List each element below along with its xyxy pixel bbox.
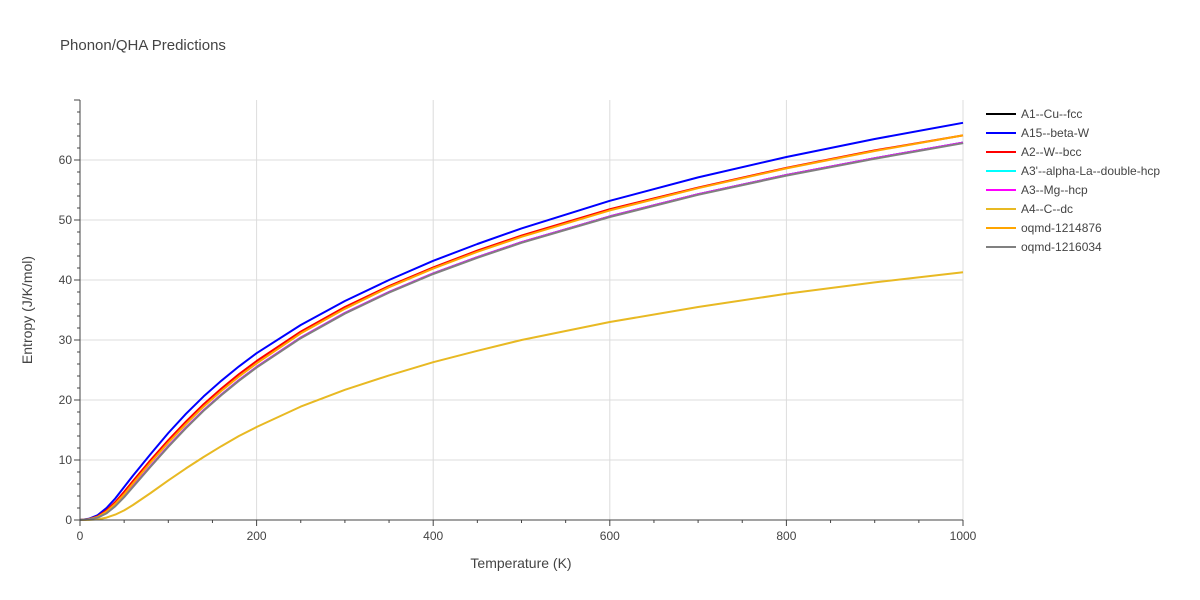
axes — [74, 99, 964, 526]
x-tick-labels: 0 200 400 600 800 1000 — [77, 529, 977, 543]
series-line-2 — [79, 134, 964, 521]
chart-title: Phonon/QHA Predictions — [60, 37, 226, 54]
legend-label: A2--W--bcc — [1021, 145, 1081, 159]
legend-label: oqmd-1216034 — [1021, 240, 1102, 254]
series-line-1 — [79, 121, 964, 521]
legend-label: oqmd-1214876 — [1021, 221, 1102, 235]
series-line-7 — [79, 142, 964, 521]
legend-label: A1--Cu--fcc — [1021, 107, 1082, 121]
y-tick-label: 30 — [59, 333, 73, 347]
legend-item[interactable]: A4--C--dc — [986, 202, 1073, 216]
y-tick-label: 10 — [59, 453, 73, 467]
y-tick-label: 60 — [59, 153, 73, 167]
y-tick-label: 20 — [59, 393, 73, 407]
legend-label: A15--beta-W — [1021, 126, 1090, 140]
legend-item[interactable]: oqmd-1214876 — [986, 221, 1102, 235]
x-axis-title: Temperature (K) — [470, 555, 571, 571]
legend-item[interactable]: A3'--alpha-La--double-hcp — [986, 164, 1160, 178]
legend-label: A3'--alpha-La--double-hcp — [1021, 164, 1160, 178]
y-tick-label: 0 — [65, 513, 72, 527]
y-tick-label: 40 — [59, 273, 73, 287]
x-tick-label: 200 — [247, 529, 267, 543]
x-tick-label: 0 — [77, 529, 84, 543]
x-tick-label: 400 — [423, 529, 443, 543]
series-line-6 — [79, 134, 964, 521]
legend: A1--Cu--fcc A15--beta-W A2--W--bcc A3'--alp… — [986, 107, 1160, 254]
series-lines — [79, 121, 964, 521]
x-tick-label: 600 — [600, 529, 620, 543]
x-tick-label: 800 — [776, 529, 796, 543]
legend-label: A3--Mg--hcp — [1021, 183, 1088, 197]
x-tick-label: 1000 — [950, 529, 977, 543]
legend-item[interactable]: A3--Mg--hcp — [986, 183, 1088, 197]
grid-lines — [80, 100, 964, 520]
y-tick-label: 50 — [59, 213, 73, 227]
legend-item[interactable]: A1--Cu--fcc — [986, 107, 1082, 121]
legend-item[interactable]: A15--beta-W — [986, 126, 1090, 140]
series-line-5 — [79, 271, 964, 521]
legend-label: A4--C--dc — [1021, 202, 1073, 216]
legend-item[interactable]: oqmd-1216034 — [986, 240, 1102, 254]
legend-item[interactable]: A2--W--bcc — [986, 145, 1081, 159]
y-axis-title: Entropy (J/K/mol) — [19, 256, 35, 364]
y-tick-labels: 0 10 20 30 40 50 60 — [59, 153, 73, 527]
